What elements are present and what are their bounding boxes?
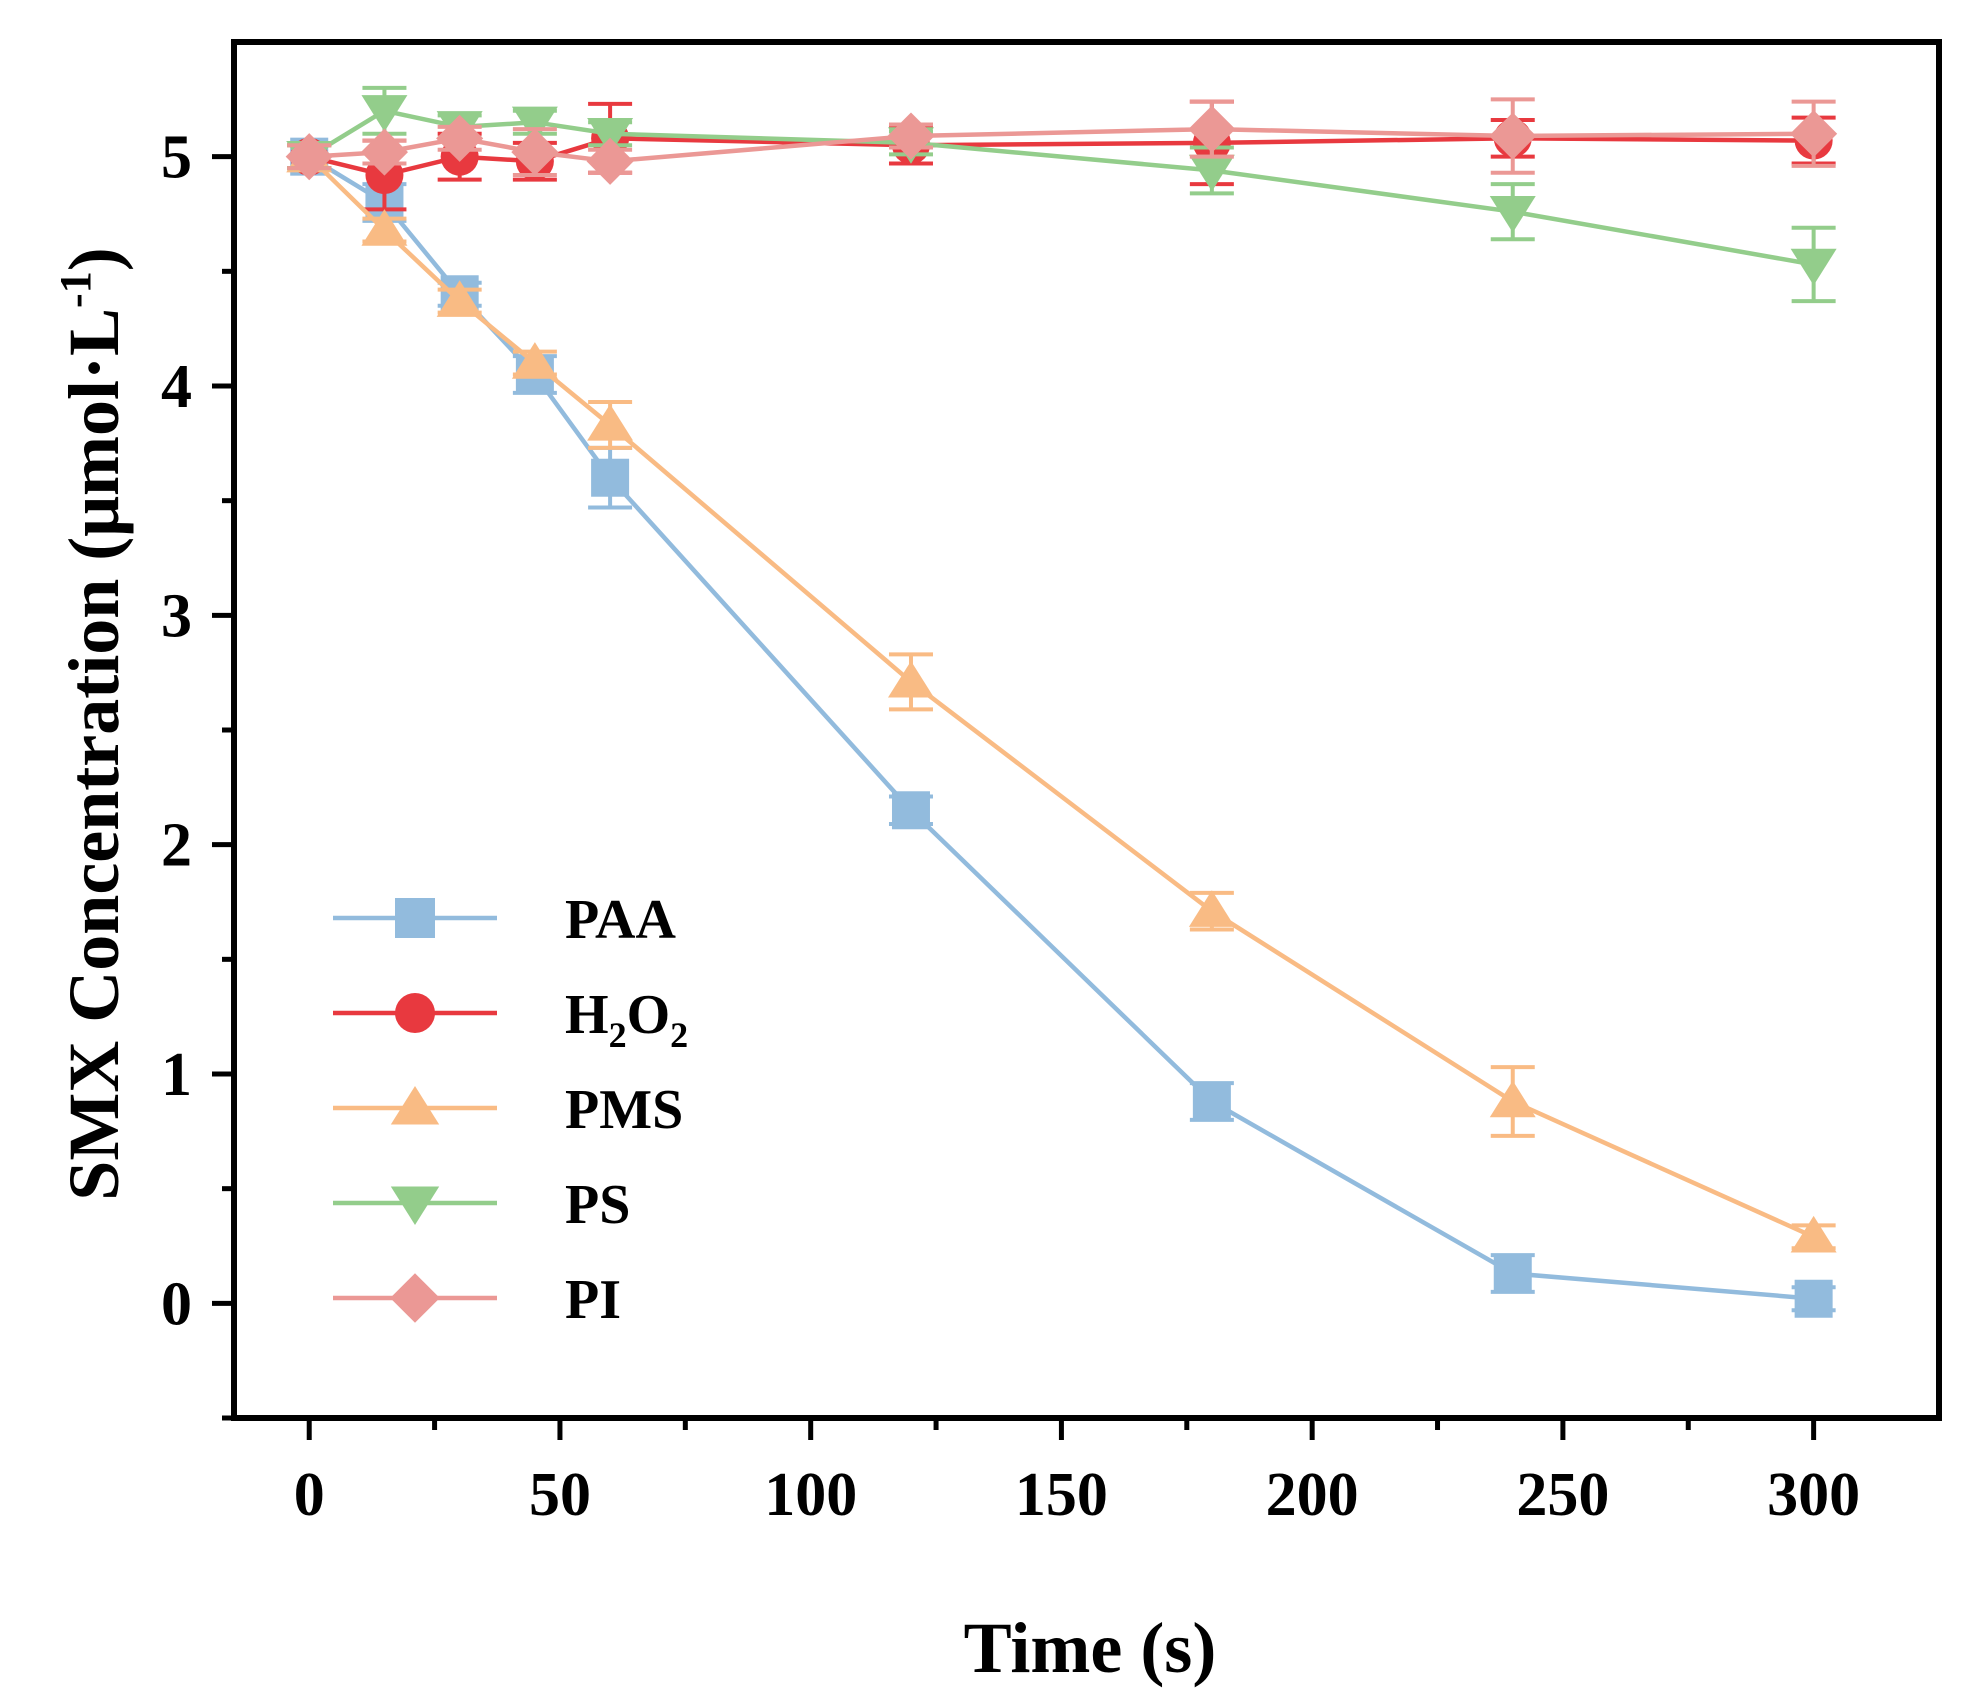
data-point <box>1489 196 1536 233</box>
data-point <box>1790 248 1837 286</box>
legend-marker <box>395 993 435 1033</box>
x-tick-label: 300 <box>1767 1461 1860 1529</box>
legend-label: PMS <box>565 1079 683 1141</box>
legend-label-subscript: 2 <box>670 1015 688 1055</box>
x-tick-label: 0 <box>294 1461 325 1529</box>
plot-frame <box>231 39 1942 1421</box>
series-line <box>307 155 1815 1239</box>
data-point <box>891 791 930 830</box>
x-tick-label: 200 <box>1266 1461 1359 1529</box>
data-point <box>360 128 409 176</box>
x-tick-label: 150 <box>1015 1461 1108 1529</box>
data-point <box>591 458 630 497</box>
data-point <box>1188 105 1236 153</box>
y-axis-title-close: ) <box>54 247 134 271</box>
legend-item-ps: PS <box>333 1174 630 1236</box>
legend-label-subscript: 2 <box>609 1015 627 1055</box>
data-point <box>1192 1082 1231 1121</box>
series-line <box>308 154 1814 1301</box>
legend-item-paa: PAA <box>333 889 676 951</box>
data-point <box>1188 890 1235 927</box>
y-tick-label: 3 <box>161 582 192 650</box>
x-tick-label: 50 <box>529 1461 591 1529</box>
y-tick-label: 4 <box>161 353 192 421</box>
data-point <box>887 660 934 698</box>
data-point <box>1790 1215 1837 1253</box>
legend-marker <box>390 1086 440 1125</box>
axes: 0 50 100 150 200 250 300 0 1 2 3 4 5 <box>161 39 1942 1529</box>
data-point <box>1489 112 1537 160</box>
series-pms <box>286 135 1837 1253</box>
data-point <box>285 133 333 181</box>
data-point <box>887 112 935 160</box>
data-point <box>436 114 484 162</box>
y-axis-title-superscript: -1 <box>51 271 100 308</box>
data-point <box>511 128 559 176</box>
y-tick-label: 1 <box>161 1041 192 1109</box>
series-paa <box>287 137 1836 1318</box>
x-tick-label: 250 <box>1516 1461 1609 1529</box>
legend-label: PS <box>565 1174 630 1236</box>
series-ps <box>286 85 1837 304</box>
legend-label: PI <box>565 1269 621 1331</box>
plot-area <box>285 85 1838 1318</box>
legend-item-pms: PMS <box>333 1079 683 1141</box>
data-point <box>1794 1279 1833 1318</box>
data-point <box>436 280 483 317</box>
data-point <box>1489 1080 1536 1118</box>
data-point <box>1188 154 1235 192</box>
y-tick-label: 2 <box>161 812 192 880</box>
data-point <box>511 106 558 144</box>
x-axis-title: Time (s) <box>964 1608 1217 1688</box>
data-point <box>586 137 634 185</box>
legend-item-pi: PI <box>333 1269 621 1331</box>
legend-marker <box>390 1186 440 1225</box>
data-point <box>587 118 634 155</box>
legend-label: H2O2 <box>565 984 688 1055</box>
data-point <box>1790 110 1838 158</box>
y-axis-title-main: SMX Concentration (μmol·L <box>54 308 134 1201</box>
legend-label: PAA <box>565 889 676 951</box>
y-tick-label: 5 <box>161 124 192 192</box>
x-tick-label: 100 <box>764 1461 857 1529</box>
y-axis-title: SMX Concentration (μmol·L-1) <box>51 247 134 1200</box>
legend-marker <box>395 898 435 938</box>
data-point <box>361 209 408 246</box>
data-point <box>587 404 634 441</box>
data-point <box>511 342 558 379</box>
series-pi <box>285 97 1838 185</box>
legend-item-h2o2: H2O2 <box>333 984 688 1055</box>
legend-label-part: H <box>565 984 609 1046</box>
legend-label-part: O <box>627 984 671 1046</box>
legend-marker <box>390 1273 440 1323</box>
y-tick-label: 0 <box>161 1270 192 1338</box>
data-point <box>361 95 408 132</box>
data-point <box>1493 1254 1532 1293</box>
